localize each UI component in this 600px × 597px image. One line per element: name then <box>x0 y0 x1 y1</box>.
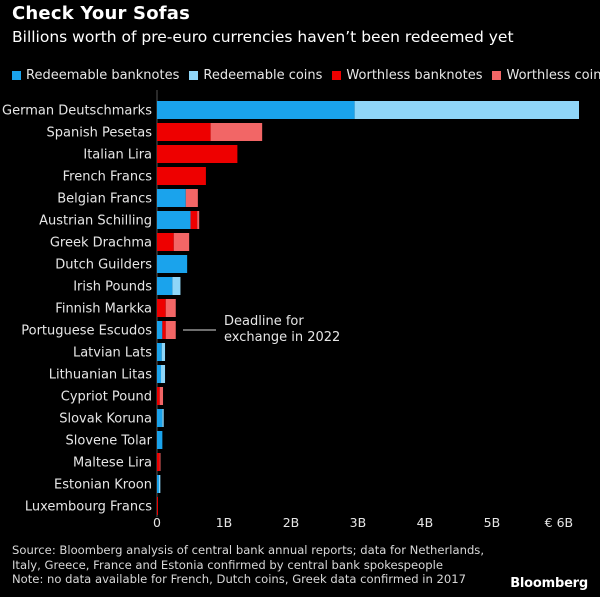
bar-slovak-koruna-redeemable-banknotes <box>157 409 163 427</box>
source-line-2: Italy, Greece, France and Estonia confir… <box>12 557 443 572</box>
bar-belgian-francs-worthless-coins <box>185 189 198 207</box>
annotation-text-line-2: exchange in 2022 <box>224 330 340 345</box>
category-label-latvian-lats: Latvian Lats <box>73 346 152 361</box>
category-label-spanish-pesetas: Spanish Pesetas <box>47 126 153 141</box>
category-label-dutch-guilders: Dutch Guilders <box>55 258 152 273</box>
bar-cypriot-pound-worthless-coins <box>159 387 164 405</box>
bar-lithuanian-litas-redeemable-banknotes <box>157 365 162 383</box>
category-label-irish-pounds: Irish Pounds <box>73 280 152 295</box>
legend-swatch-redeemable-coins <box>189 71 199 80</box>
legend-label-redeemable-coins: Redeemable coins <box>203 68 323 83</box>
bar-french-francs-worthless-banknotes <box>157 167 206 185</box>
legend-item-worthless-banknotes: Worthless banknotes <box>332 68 482 83</box>
x-tick-label-0: 0 <box>153 515 161 530</box>
legend-item-redeemable-coins: Redeemable coins <box>189 68 322 83</box>
bar-slovene-tolar-redeemable-banknotes <box>157 431 163 449</box>
legend-label-worthless-banknotes: Worthless banknotes <box>346 68 483 83</box>
bar-greek-drachma-worthless-banknotes <box>157 233 174 251</box>
category-label-greek-drachma: Greek Drachma <box>50 236 152 251</box>
bloomberg-logo: Bloomberg <box>510 576 588 591</box>
legend-swatch-worthless-banknotes <box>332 71 342 80</box>
bar-irish-pounds-redeemable-banknotes <box>157 277 173 295</box>
bar-maltese-lira-worthless-banknotes <box>157 453 160 471</box>
x-tick-label-1: 1B <box>216 515 233 530</box>
legend: Redeemable banknotes Redeemable coins Wo… <box>12 68 600 83</box>
bar-estonian-kroon-redeemable-banknotes <box>157 475 160 493</box>
bar-maltese-lira-worthless-coins <box>159 453 161 471</box>
bar-slovak-koruna-redeemable-coins <box>162 409 164 427</box>
bar-luxembourg-francs-worthless-banknotes <box>157 497 159 515</box>
annotation-text-line-1: Deadline for <box>224 314 304 329</box>
bar-finnish-markka-worthless-banknotes <box>157 299 166 317</box>
bar-austrian-schilling-worthless-coins <box>197 211 200 229</box>
legend-label-redeemable-banknotes: Redeemable banknotes <box>26 68 180 83</box>
x-tick-label-2: 2B <box>283 515 300 530</box>
bar-portuguese-escudos-redeemable-banknotes <box>157 321 163 339</box>
category-label-luxembourg-francs: Luxembourg Francs <box>25 500 152 515</box>
category-label-cypriot-pound: Cypriot Pound <box>61 390 152 405</box>
x-tick-label-5: 5B <box>484 515 501 530</box>
category-label-italian-lira: Italian Lira <box>83 148 152 163</box>
legend-item-redeemable-banknotes: Redeemable banknotes <box>12 68 179 83</box>
category-label-lithuanian-litas: Lithuanian Litas <box>49 368 153 383</box>
category-label-slovene-tolar: Slovene Tolar <box>66 434 153 449</box>
bar-dutch-guilders-redeemable-banknotes <box>157 255 188 273</box>
source-line-1: Source: Bloomberg analysis of central ba… <box>12 543 485 557</box>
bar-german-deutschmarks-redeemable-coins <box>354 101 579 119</box>
bar-italian-lira-worthless-banknotes <box>157 145 238 163</box>
bar-latvian-lats-redeemable-coins <box>161 343 166 361</box>
category-label-slovak-koruna: Slovak Koruna <box>59 412 152 427</box>
category-label-portuguese-escudos: Portuguese Escudos <box>21 324 152 339</box>
bar-irish-pounds-redeemable-coins <box>172 277 181 295</box>
category-label-german-deutschmarks: German Deutschmarks <box>2 104 152 119</box>
chart-subtitle: Billions worth of pre-euro currencies ha… <box>12 28 514 46</box>
category-label-belgian-francs: Belgian Francs <box>57 192 152 207</box>
bar-estonian-kroon-redeemable-coins <box>159 475 161 493</box>
category-label-estonian-kroon: Estonian Kroon <box>54 478 152 493</box>
bar-spanish-pesetas-worthless-coins <box>210 123 263 141</box>
note-line: Note: no data available for French, Dutc… <box>12 572 467 587</box>
bar-portuguese-escudos-worthless-coins <box>165 321 176 339</box>
footer-notes: Source: Bloomberg analysis of central ba… <box>12 543 484 587</box>
chart-title: Check Your Sofas <box>12 3 191 24</box>
x-tick-label-6: € 6B <box>545 515 573 530</box>
bar-finnish-markka-worthless-coins <box>165 299 176 317</box>
bar-lithuanian-litas-redeemable-coins <box>161 365 166 383</box>
bar-austrian-schilling-redeemable-banknotes <box>157 211 191 229</box>
x-tick-label-3: 3B <box>350 515 367 530</box>
bar-portuguese-escudos-worthless-banknotes <box>162 321 166 339</box>
bar-greek-drachma-worthless-coins <box>173 233 190 251</box>
bar-spanish-pesetas-worthless-banknotes <box>157 123 211 141</box>
category-label-maltese-lira: Maltese Lira <box>73 456 152 471</box>
legend-item-worthless-coins: Worthless coins <box>492 68 600 83</box>
legend-label-worthless-coins: Worthless coins <box>506 68 600 83</box>
bar-belgian-francs-redeemable-banknotes <box>157 189 186 207</box>
category-label-finnish-markka: Finnish Markka <box>55 302 152 317</box>
legend-swatch-redeemable-banknotes <box>12 71 21 80</box>
legend-swatch-worthless-coins <box>492 71 502 80</box>
category-label-austrian-schilling: Austrian Schilling <box>39 214 152 229</box>
bar-latvian-lats-redeemable-banknotes <box>157 343 162 361</box>
bar-austrian-schilling-worthless-banknotes <box>190 211 198 229</box>
category-label-french-francs: French Francs <box>63 170 153 185</box>
x-tick-label-4: 4B <box>417 515 434 530</box>
bar-cypriot-pound-worthless-banknotes <box>157 387 160 405</box>
bar-german-deutschmarks-redeemable-banknotes <box>157 101 355 119</box>
